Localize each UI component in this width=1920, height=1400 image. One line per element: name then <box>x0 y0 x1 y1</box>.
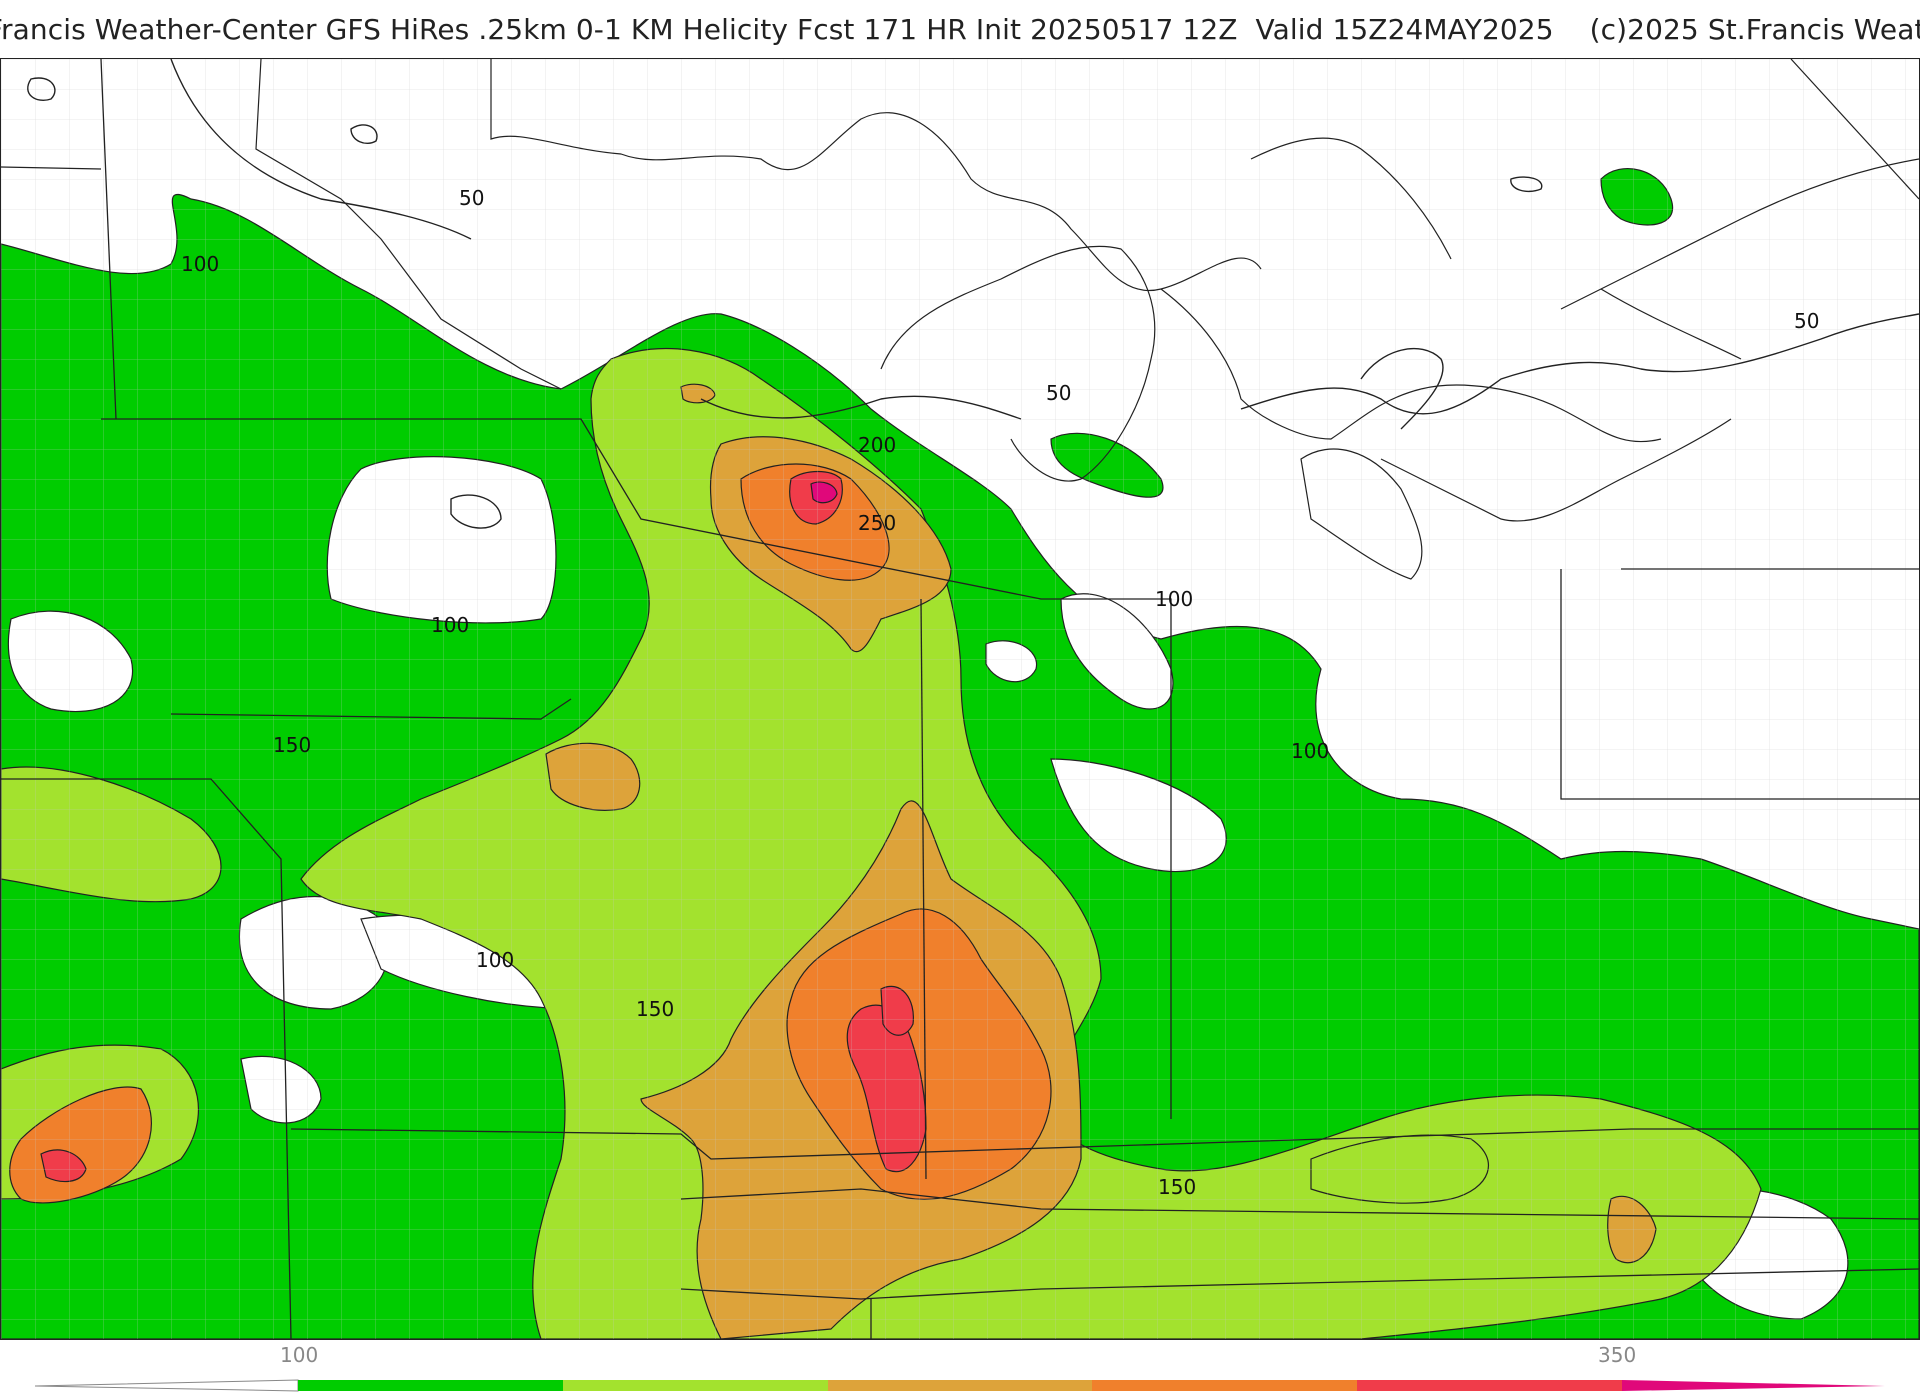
helicity-50-contours <box>27 59 1919 529</box>
contour-labels: 50 50 50 100 100 100 100 100 150 150 150… <box>181 186 1819 1199</box>
colorbar-swatch-100 <box>298 1380 563 1391</box>
colorbar-high-extension <box>1622 1380 1885 1391</box>
colorbar-swatch-200 <box>828 1380 1092 1391</box>
colorbar-tick-100: 100 <box>280 1343 319 1367</box>
helicity-map: 50 50 50 100 100 100 100 100 150 150 150… <box>0 58 1920 1340</box>
colorbar <box>34 1379 1885 1392</box>
contour-label: 150 <box>273 733 311 757</box>
state-boundaries <box>1 59 1919 1339</box>
colorbar-swatch-300 <box>1357 1380 1622 1391</box>
contour-label: 250 <box>858 511 896 535</box>
contour-label: 150 <box>1158 1175 1196 1199</box>
great-lakes-coastlines <box>255 59 1919 580</box>
contour-label: 150 <box>636 997 674 1021</box>
colorbar-swatch-250 <box>1092 1380 1357 1391</box>
county-grid <box>1 59 1919 1339</box>
contour-label: 100 <box>476 948 514 972</box>
contour-label: 100 <box>181 252 219 276</box>
colorbar-tick-350: 350 <box>1598 1343 1637 1367</box>
contour-label: 100 <box>1155 587 1193 611</box>
colorbar-swatch-150 <box>563 1380 828 1391</box>
contour-label: 100 <box>1291 739 1329 763</box>
contour-label: 50 <box>1046 381 1071 405</box>
contour-label: 50 <box>459 186 484 210</box>
colorbar-low-extension <box>34 1379 299 1392</box>
map-title: St-Francis Weather-Center GFS HiRes .25k… <box>0 12 1920 46</box>
contour-label: 100 <box>431 613 469 637</box>
contour-label: 200 <box>858 433 896 457</box>
contour-label: 50 <box>1794 309 1819 333</box>
